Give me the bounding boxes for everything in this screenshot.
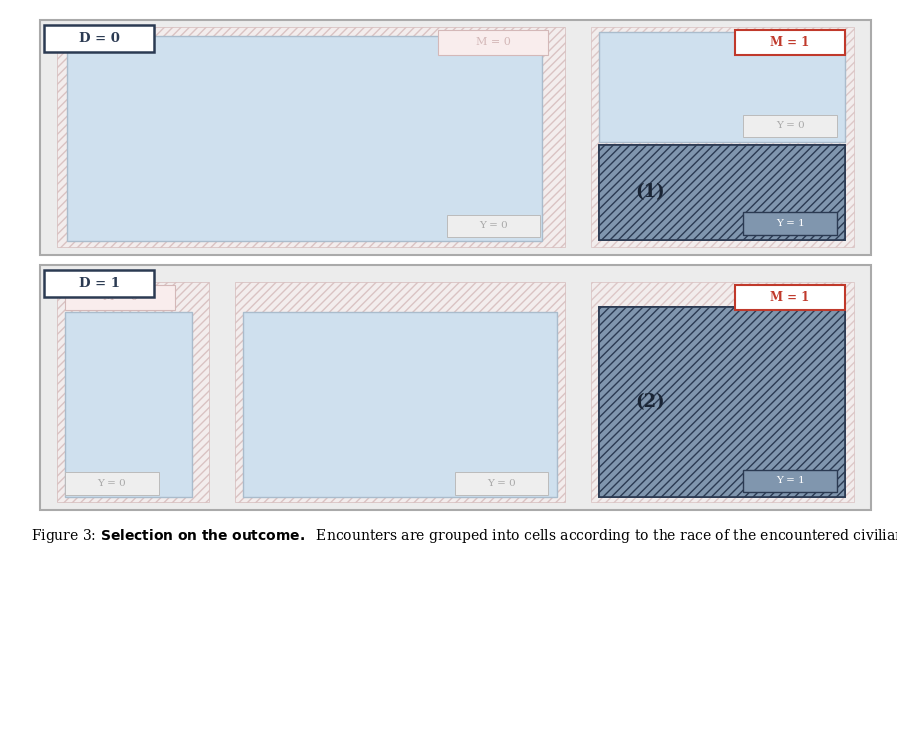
Bar <box>65 472 159 495</box>
Text: M = 1: M = 1 <box>771 36 810 49</box>
Text: Y = 0: Y = 0 <box>776 121 805 130</box>
Bar <box>591 282 854 502</box>
Text: Y = 1: Y = 1 <box>776 476 805 485</box>
Text: M = 1: M = 1 <box>771 290 810 304</box>
Text: Y = 0: Y = 0 <box>487 478 517 488</box>
Bar <box>599 307 845 497</box>
Bar <box>65 284 176 309</box>
Text: Y = 1: Y = 1 <box>776 219 805 228</box>
Text: D = 1: D = 1 <box>79 277 119 290</box>
Text: D = 0: D = 0 <box>79 32 119 45</box>
Text: Figure 3:: Figure 3: <box>0 734 1 735</box>
Bar <box>735 29 845 54</box>
Text: Y = 0: Y = 0 <box>479 221 508 230</box>
Bar <box>235 282 565 502</box>
Bar <box>735 284 845 309</box>
Text: (1): (1) <box>635 183 665 201</box>
Bar <box>65 312 193 497</box>
Bar <box>39 20 871 254</box>
Bar <box>744 212 837 234</box>
Text: (2): (2) <box>635 393 665 411</box>
Text: M = 0: M = 0 <box>103 292 138 302</box>
Bar <box>447 215 540 237</box>
Text: Y = 0: Y = 0 <box>98 478 126 488</box>
Bar <box>67 36 542 241</box>
Bar <box>599 32 845 142</box>
Text: M = 0: M = 0 <box>476 37 510 47</box>
Bar <box>39 265 871 509</box>
Bar <box>243 312 557 497</box>
Bar <box>599 307 845 497</box>
Bar <box>744 115 837 137</box>
Bar <box>599 145 845 240</box>
Text: Figure 3: $\mathbf{Selection\ on\ the\ outcome.}$  Encounters are grouped into c: Figure 3: $\mathbf{Selection\ on\ the\ o… <box>31 526 897 545</box>
Bar <box>57 282 209 502</box>
Bar <box>591 27 854 247</box>
Bar <box>44 270 154 297</box>
Bar <box>599 145 845 240</box>
Bar <box>439 29 548 54</box>
Bar <box>57 27 565 247</box>
Bar <box>44 25 154 52</box>
Bar <box>455 472 548 495</box>
Bar <box>744 470 837 492</box>
